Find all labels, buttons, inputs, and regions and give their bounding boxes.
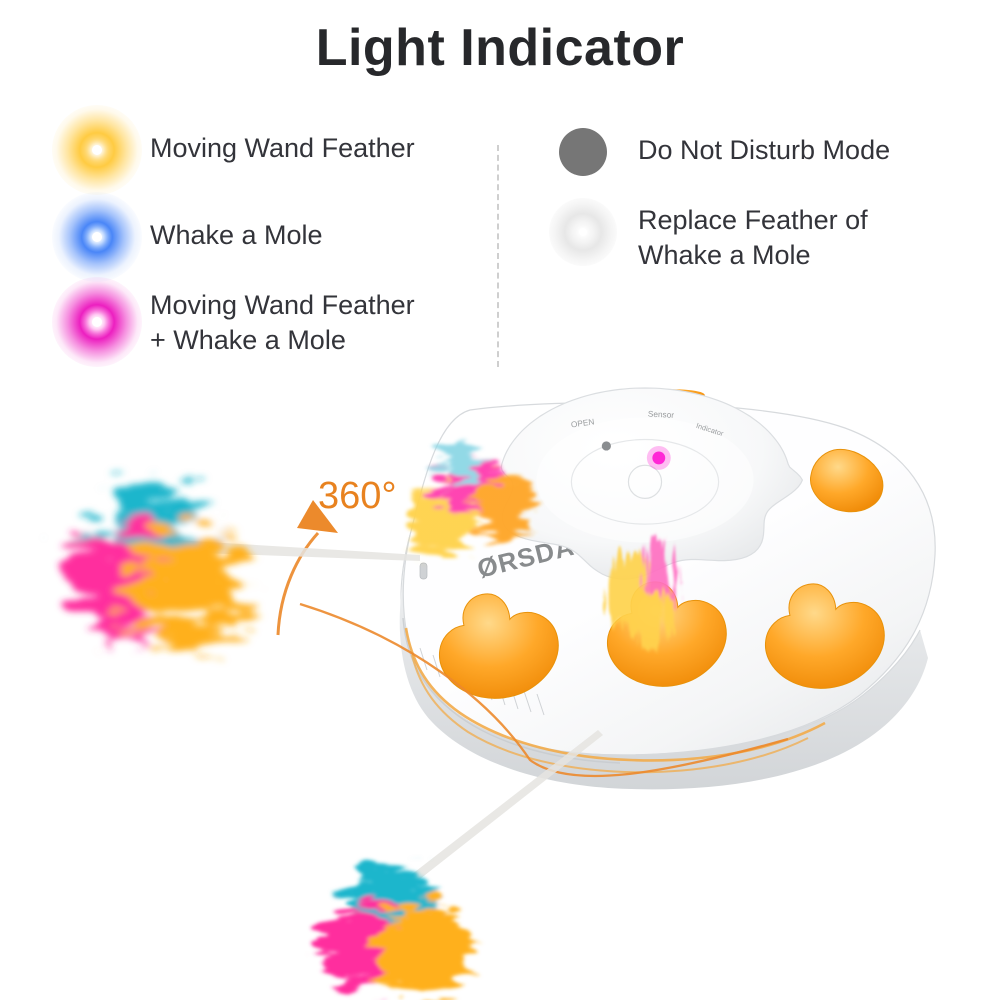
svg-text:Sensor: Sensor	[648, 410, 675, 420]
svg-text:360°: 360°	[318, 475, 397, 517]
